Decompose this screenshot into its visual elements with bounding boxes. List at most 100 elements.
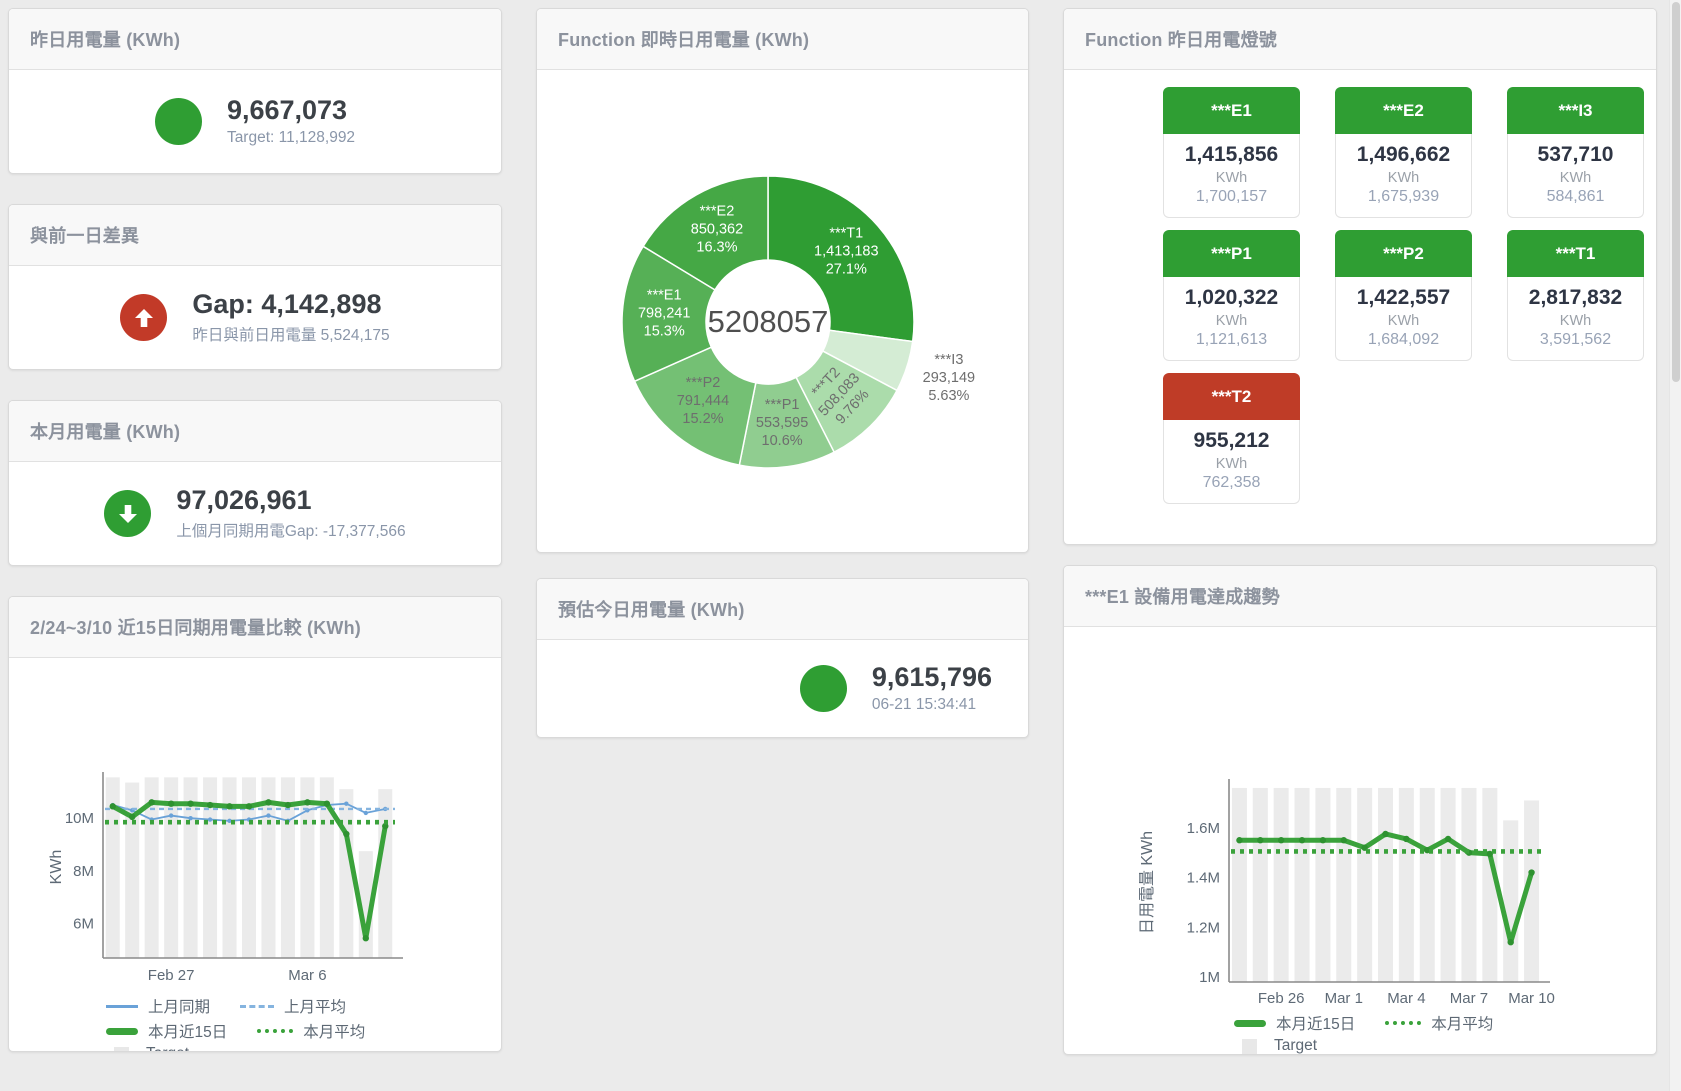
light-tile-label: ***T1 bbox=[1555, 243, 1596, 263]
light-tile-header: ***P1 bbox=[1163, 230, 1300, 277]
data-point bbox=[323, 800, 331, 807]
data-point bbox=[1507, 939, 1514, 946]
light-tile-value: 955,212 bbox=[1193, 429, 1270, 452]
data-point bbox=[382, 822, 389, 830]
legend-marker bbox=[106, 1004, 138, 1008]
status-circle-green bbox=[154, 98, 202, 145]
data-point bbox=[1424, 846, 1431, 854]
y-tick-label: 1.6M bbox=[1187, 820, 1220, 837]
light-tile-body: 1,415,856 KWh 1,700,157 bbox=[1163, 134, 1300, 218]
status-circle-red bbox=[120, 294, 168, 341]
target-bar bbox=[164, 777, 179, 958]
data-point bbox=[245, 803, 253, 810]
x-tick-label: Feb 27 bbox=[148, 967, 195, 984]
target-bar bbox=[1503, 820, 1519, 982]
light-tile-label: ***E1 bbox=[1211, 100, 1252, 120]
donut-center-total: 5208057 bbox=[708, 304, 829, 339]
card-header: 與前一日差異 bbox=[9, 205, 501, 266]
donut-slice-label: ***T1 1,413,183 27.1% bbox=[814, 226, 879, 278]
arrow-down-icon bbox=[118, 504, 137, 523]
legend-row: Target bbox=[1064, 1037, 1656, 1054]
y-tick-label: 1.2M bbox=[1187, 919, 1220, 936]
left-column: 昨日用電量 (KWh) 9,667,073 Target: 11,128,992… bbox=[8, 8, 502, 1055]
light-tile-label: ***I3 bbox=[1558, 100, 1593, 120]
scrollbar-thumb[interactable] bbox=[1672, 2, 1680, 382]
data-point bbox=[129, 813, 136, 821]
kpi-value: 97,026,961 bbox=[176, 484, 312, 515]
kpi-body: 97,026,961 上個月同期用電Gap: -17,377,566 bbox=[9, 462, 501, 565]
kpi-subtext: 上個月同期用電Gap: -17,377,566 bbox=[176, 523, 406, 541]
data-point bbox=[1528, 869, 1535, 876]
light-tile-header: ***P2 bbox=[1335, 230, 1472, 277]
card-title: 與前一日差異 bbox=[30, 226, 140, 246]
card-header: Function 昨日用電燈號 bbox=[1064, 9, 1656, 70]
y-tick-label: 10M bbox=[65, 810, 94, 827]
middle-column: Function 即時日用電量 (KWh) ***T1 1,413,183 27.1… bbox=[536, 8, 1029, 1055]
light-tile-label: ***P1 bbox=[1211, 243, 1252, 263]
data-point bbox=[284, 801, 292, 809]
data-point bbox=[1340, 837, 1347, 844]
card-yesterday-usage: 昨日用電量 (KWh) 9,667,073 Target: 11,128,992 bbox=[8, 8, 502, 174]
target-bar bbox=[261, 777, 276, 958]
legend-row: 上月同期 上月平均 bbox=[9, 995, 501, 1017]
data-point bbox=[187, 800, 194, 807]
data-point bbox=[167, 800, 175, 807]
data-point bbox=[1403, 835, 1410, 843]
y-axis-title: KWh bbox=[48, 850, 65, 885]
data-point bbox=[207, 817, 213, 822]
light-tile-value: 1,422,557 bbox=[1356, 286, 1451, 309]
data-point bbox=[227, 818, 232, 824]
donut-slice-label: ***I3 293,149 5.63% bbox=[923, 352, 975, 404]
target-bar bbox=[1440, 787, 1456, 982]
legend-marker bbox=[1234, 1019, 1266, 1027]
light-tile-unit: KWh bbox=[1387, 170, 1420, 186]
light-tile-value: 537,710 bbox=[1537, 143, 1614, 166]
light-tile-value: 1,496,662 bbox=[1356, 143, 1451, 166]
legend-marker bbox=[1385, 1021, 1422, 1025]
donut-slice-T1 bbox=[767, 175, 915, 343]
kpi-body: 9,667,073 Target: 11,128,992 bbox=[9, 70, 501, 173]
light-tile-body: 1,020,322 KWh 1,121,613 bbox=[1163, 277, 1300, 361]
kpi-body: 9,615,796 06-21 15:34:41 bbox=[537, 640, 1028, 737]
target-bar bbox=[1398, 787, 1414, 982]
data-point bbox=[1236, 837, 1243, 844]
data-point bbox=[206, 801, 214, 809]
card-realtime-donut: Function 即時日用電量 (KWh) ***T1 1,413,183 27.1… bbox=[536, 8, 1029, 553]
trend-legend: 本月近15日 本月平均 Target bbox=[1064, 1012, 1656, 1054]
target-bar bbox=[1336, 787, 1352, 982]
light-tile-value: 1,415,856 bbox=[1184, 143, 1279, 166]
card-15day-compare-chart: 2/24~3/10 近15日同期用電量比較 (KWh) 6M 8M 10M Feb 2… bbox=[8, 596, 502, 1052]
donut-slice-label: ***E1 798,241 15.3% bbox=[638, 287, 690, 339]
legend-label: Target bbox=[146, 1045, 189, 1051]
light-tile-target: 1,121,613 bbox=[1195, 331, 1268, 348]
scrollbar-track[interactable] bbox=[1669, 0, 1681, 1091]
card-title: Function 昨日用電燈號 bbox=[1085, 30, 1277, 50]
kpi-subtext: Target: 11,128,992 bbox=[226, 129, 356, 147]
target-bar bbox=[1294, 787, 1310, 982]
data-point bbox=[304, 799, 311, 806]
legend-label: 上月同期 bbox=[148, 999, 211, 1016]
light-tile-header: ***T2 bbox=[1163, 373, 1300, 420]
data-point bbox=[343, 830, 350, 838]
card-header: 本月用電量 (KWh) bbox=[9, 401, 501, 462]
light-tile-unit: KWh bbox=[1215, 313, 1248, 329]
light-tile-header: ***E2 bbox=[1335, 87, 1472, 134]
target-bar bbox=[1419, 787, 1435, 982]
chart-body: ***T1 1,413,183 27.1% ***I3 293,149 5.63% ***T… bbox=[537, 70, 1028, 552]
data-point bbox=[1277, 837, 1285, 844]
light-tile-unit: KWh bbox=[1215, 456, 1248, 472]
legend-item: Target bbox=[1234, 1037, 1318, 1054]
light-tile-target: 1,675,939 bbox=[1367, 188, 1440, 205]
trend-chart: 1M 1.2M 1.4M 1.6M Feb 26 Mar 1 Mar 4 Mar 7 Mar 1… bbox=[1139, 779, 1555, 1007]
legend-label: Target bbox=[1274, 1037, 1318, 1054]
card-title: 本月用電量 (KWh) bbox=[30, 422, 181, 442]
card-header: 昨日用電量 (KWh) bbox=[9, 9, 501, 70]
card-header: 2/24~3/10 近15日同期用電量比較 (KWh) bbox=[9, 597, 501, 658]
data-point bbox=[1382, 830, 1389, 838]
light-tile-body: 537,710 KWh 584,861 bbox=[1507, 134, 1644, 218]
legend-label: 上月平均 bbox=[284, 999, 347, 1016]
light-tile-body: 1,422,557 KWh 1,684,092 bbox=[1335, 277, 1472, 361]
light-tile-unit: KWh bbox=[1387, 313, 1420, 329]
legend-item: 上月同期 bbox=[106, 995, 210, 1017]
light-tile: ***I3 537,710 KWh 584,861 bbox=[1507, 87, 1644, 218]
